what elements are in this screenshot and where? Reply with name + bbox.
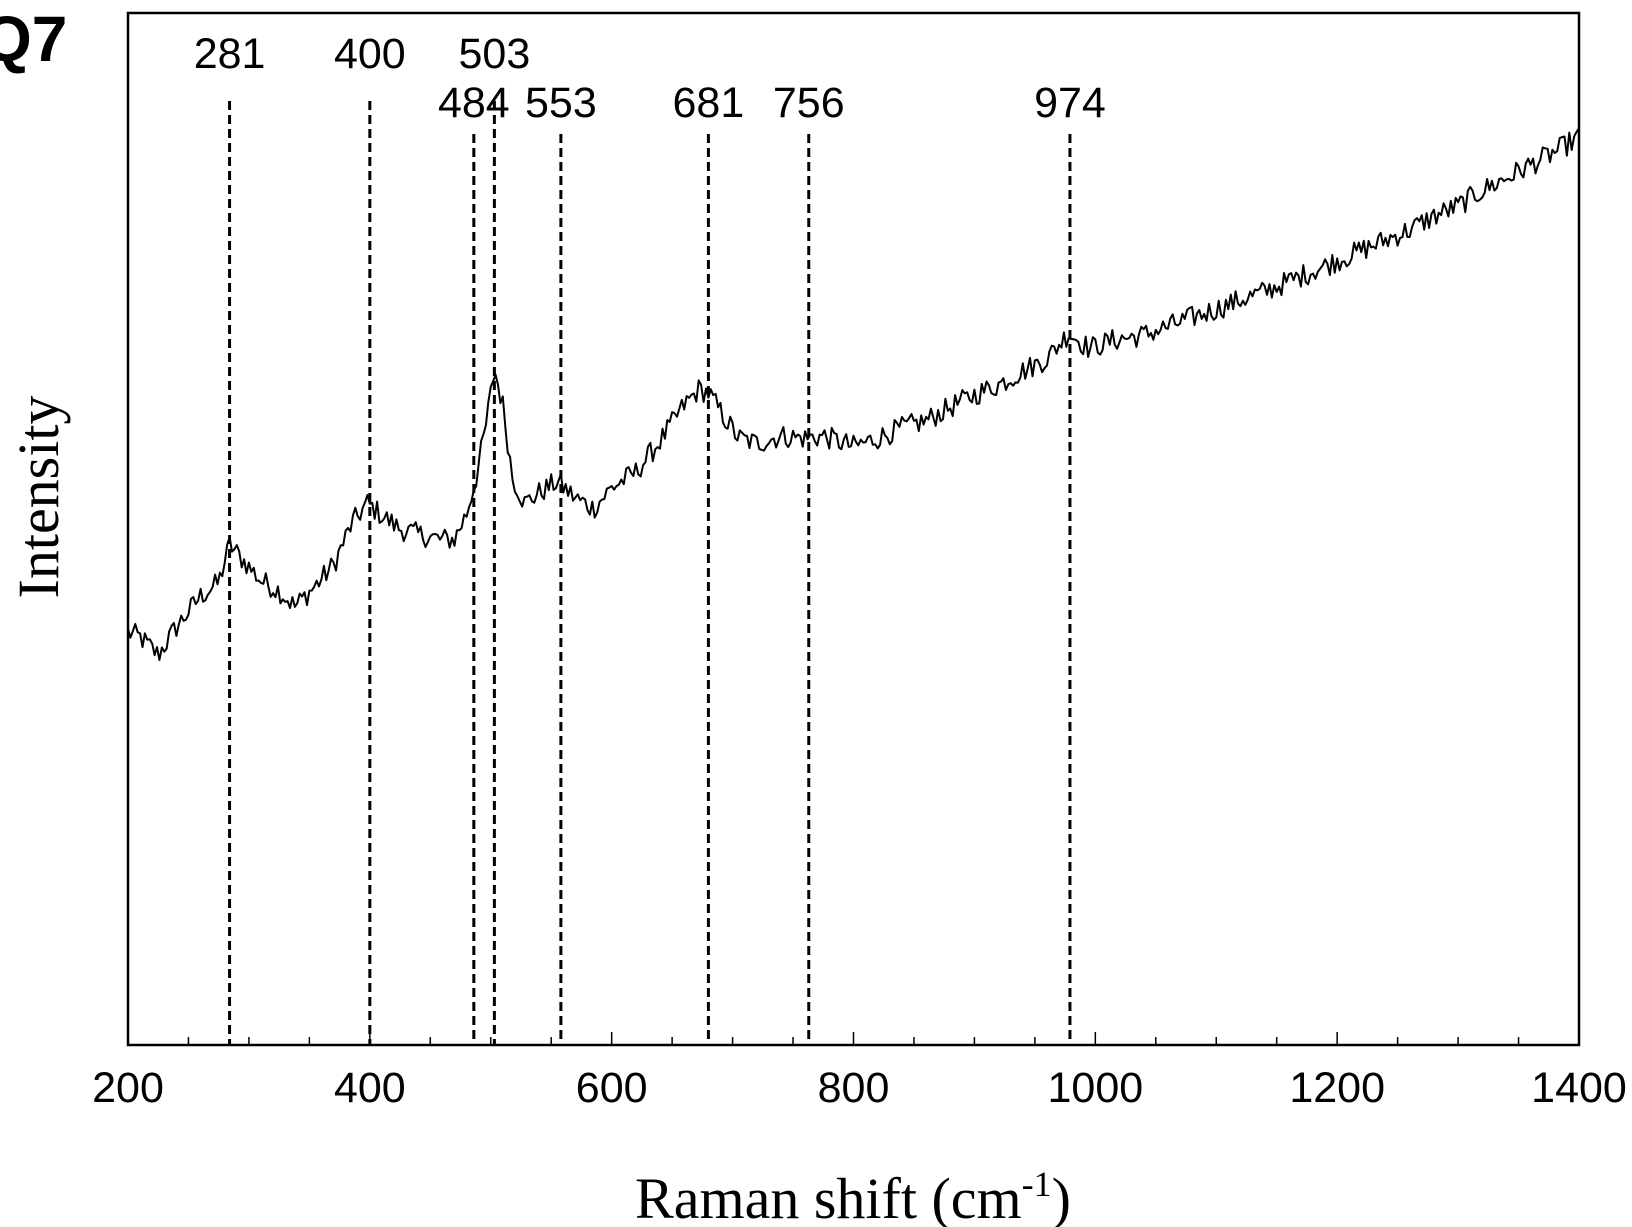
x-axis-title: Raman shift (cm-1) [635, 1164, 1071, 1227]
peak-label: 484 [438, 79, 510, 127]
y-axis-title: Intensity [6, 396, 71, 599]
x-tick-label: 1400 [1531, 1064, 1627, 1112]
spectrum-line [127, 127, 1580, 661]
panel-label: Q7 [0, 3, 68, 75]
peak-label: 503 [459, 30, 531, 78]
x-axis-title-close: ) [1052, 1166, 1071, 1227]
peak-label: 681 [673, 79, 745, 127]
x-tick-label: 200 [92, 1064, 164, 1112]
spectrum-series [127, 127, 1580, 661]
x-tick-label: 400 [334, 1064, 406, 1112]
peak-label: 756 [773, 79, 845, 127]
peak-label: 974 [1034, 79, 1106, 127]
peak-label: 400 [334, 30, 406, 78]
x-tick-label: 1000 [1047, 1064, 1143, 1112]
plot-frame [126, 11, 1581, 1047]
x-tick-label: 600 [576, 1064, 648, 1112]
peak-label: 281 [194, 30, 266, 78]
x-tick-label: 800 [818, 1064, 890, 1112]
x-axis: 200 400 600 800 1000 1200 1400 [92, 1032, 1627, 1112]
x-tick-label: 1200 [1289, 1064, 1385, 1112]
x-axis-title-sup: -1 [1022, 1164, 1052, 1204]
peak-label: 553 [525, 79, 597, 127]
x-axis-title-main: Raman shift (cm [635, 1166, 1022, 1227]
